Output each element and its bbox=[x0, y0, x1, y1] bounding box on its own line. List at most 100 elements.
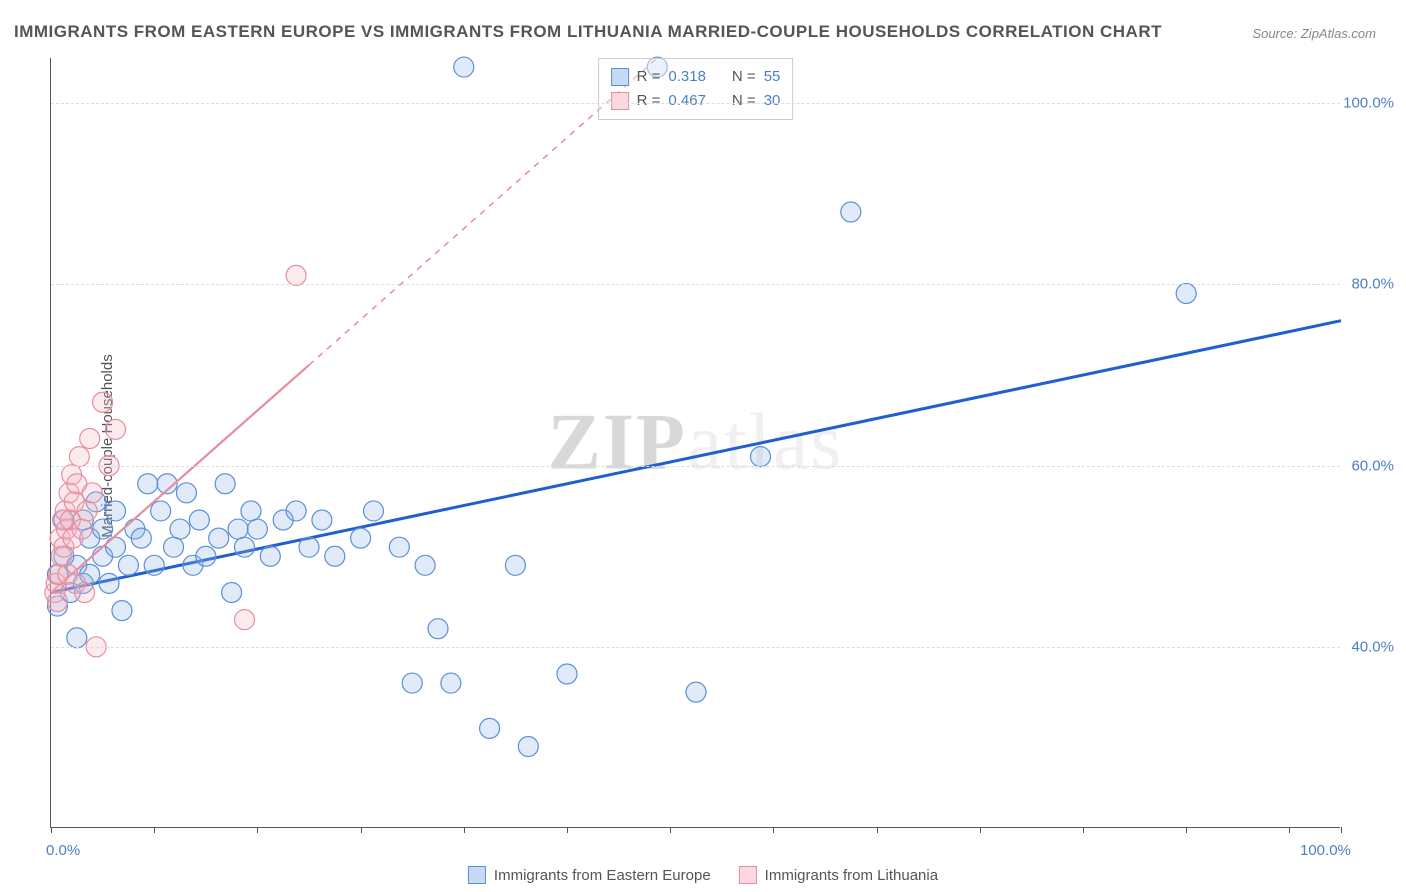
data-point bbox=[176, 483, 196, 503]
data-point bbox=[106, 501, 126, 521]
data-point bbox=[75, 582, 95, 602]
source-label: Source: bbox=[1252, 26, 1297, 41]
legend-n-value: 30 bbox=[764, 89, 781, 113]
legend-n-label: N = bbox=[732, 65, 756, 89]
legend-r-label: R = bbox=[637, 89, 661, 113]
data-point bbox=[286, 265, 306, 285]
data-point bbox=[93, 519, 113, 539]
y-tick-label: 80.0% bbox=[1351, 276, 1394, 293]
data-point bbox=[67, 628, 87, 648]
legend-swatch bbox=[611, 68, 629, 86]
stats-legend: R = 0.318 N = 55 R = 0.467 N = 30 bbox=[598, 58, 794, 120]
data-point bbox=[841, 202, 861, 222]
x-tick-mark bbox=[154, 827, 155, 833]
data-point bbox=[351, 528, 371, 548]
legend-swatch bbox=[468, 866, 486, 884]
legend-swatch bbox=[611, 92, 629, 110]
x-tick-mark bbox=[51, 827, 52, 833]
legend-stats-row: R = 0.467 N = 30 bbox=[611, 89, 781, 113]
y-tick-label: 100.0% bbox=[1343, 95, 1394, 112]
data-point bbox=[106, 537, 126, 557]
data-point bbox=[47, 592, 67, 612]
data-point bbox=[389, 537, 409, 557]
source-value: ZipAtlas.com bbox=[1301, 26, 1376, 41]
source-attribution: Source: ZipAtlas.com bbox=[1252, 26, 1376, 41]
legend-item: Immigrants from Lithuania bbox=[739, 866, 938, 884]
x-tick-mark bbox=[877, 827, 878, 833]
x-tick-mark bbox=[257, 827, 258, 833]
data-point bbox=[241, 501, 261, 521]
data-point bbox=[72, 519, 92, 539]
data-point bbox=[228, 519, 248, 539]
data-point bbox=[138, 474, 158, 494]
data-point bbox=[235, 537, 255, 557]
data-point bbox=[80, 428, 100, 448]
legend-item: Immigrants from Eastern Europe bbox=[468, 866, 711, 884]
chart-title: IMMIGRANTS FROM EASTERN EUROPE VS IMMIGR… bbox=[14, 22, 1162, 42]
data-point bbox=[518, 736, 538, 756]
gridline-h bbox=[51, 103, 1340, 104]
data-point bbox=[441, 673, 461, 693]
x-tick-mark bbox=[1289, 827, 1290, 833]
data-point bbox=[299, 537, 319, 557]
x-tick-mark bbox=[980, 827, 981, 833]
data-point bbox=[170, 519, 190, 539]
data-point bbox=[222, 582, 242, 602]
gridline-h bbox=[51, 284, 1340, 285]
series-legend: Immigrants from Eastern Europe Immigrants… bbox=[468, 866, 938, 884]
x-tick-mark bbox=[464, 827, 465, 833]
gridline-h bbox=[51, 647, 1340, 648]
legend-label: Immigrants from Lithuania bbox=[765, 867, 938, 884]
data-point bbox=[209, 528, 229, 548]
data-point bbox=[454, 57, 474, 77]
data-point bbox=[151, 501, 171, 521]
data-point bbox=[69, 447, 89, 467]
legend-n-value: 55 bbox=[764, 65, 781, 89]
data-point bbox=[1176, 284, 1196, 304]
data-point bbox=[247, 519, 267, 539]
data-point bbox=[106, 419, 126, 439]
x-tick-mark bbox=[1083, 827, 1084, 833]
gridline-h bbox=[51, 466, 1340, 467]
data-point bbox=[131, 528, 151, 548]
data-point bbox=[686, 682, 706, 702]
legend-r-value: 0.318 bbox=[668, 65, 706, 89]
data-point bbox=[189, 510, 209, 530]
data-point bbox=[164, 537, 184, 557]
data-point bbox=[99, 573, 119, 593]
data-point bbox=[480, 718, 500, 738]
x-tick-mark bbox=[567, 827, 568, 833]
data-point bbox=[286, 501, 306, 521]
y-tick-label: 60.0% bbox=[1351, 457, 1394, 474]
data-point bbox=[93, 392, 113, 412]
x-tick-mark bbox=[1341, 827, 1342, 833]
data-point bbox=[196, 546, 216, 566]
data-point bbox=[751, 447, 771, 467]
x-tick-mark bbox=[670, 827, 671, 833]
data-point bbox=[312, 510, 332, 530]
legend-label: Immigrants from Eastern Europe bbox=[494, 867, 711, 884]
data-point bbox=[112, 601, 132, 621]
legend-swatch bbox=[739, 866, 757, 884]
data-point bbox=[364, 501, 384, 521]
x-tick-label-start: 0.0% bbox=[46, 842, 80, 859]
data-point bbox=[505, 555, 525, 575]
data-point bbox=[82, 483, 102, 503]
plot-area: ZIPatlas R =0.318N =55R =0.467N =30 bbox=[50, 58, 1340, 828]
data-point bbox=[77, 501, 97, 521]
data-point bbox=[144, 555, 164, 575]
legend-stats-row: R = 0.318 N = 55 bbox=[611, 65, 781, 89]
data-point bbox=[235, 610, 255, 630]
data-point bbox=[402, 673, 422, 693]
x-tick-mark bbox=[361, 827, 362, 833]
legend-n-label: N = bbox=[732, 89, 756, 113]
legend-r-label: R = bbox=[637, 65, 661, 89]
y-tick-label: 40.0% bbox=[1351, 638, 1394, 655]
data-point bbox=[428, 619, 448, 639]
data-point bbox=[325, 546, 345, 566]
x-tick-mark bbox=[1186, 827, 1187, 833]
legend-r-value: 0.467 bbox=[668, 89, 706, 113]
x-tick-label-end: 100.0% bbox=[1300, 842, 1351, 859]
data-point bbox=[215, 474, 235, 494]
chart-svg bbox=[51, 58, 1340, 827]
